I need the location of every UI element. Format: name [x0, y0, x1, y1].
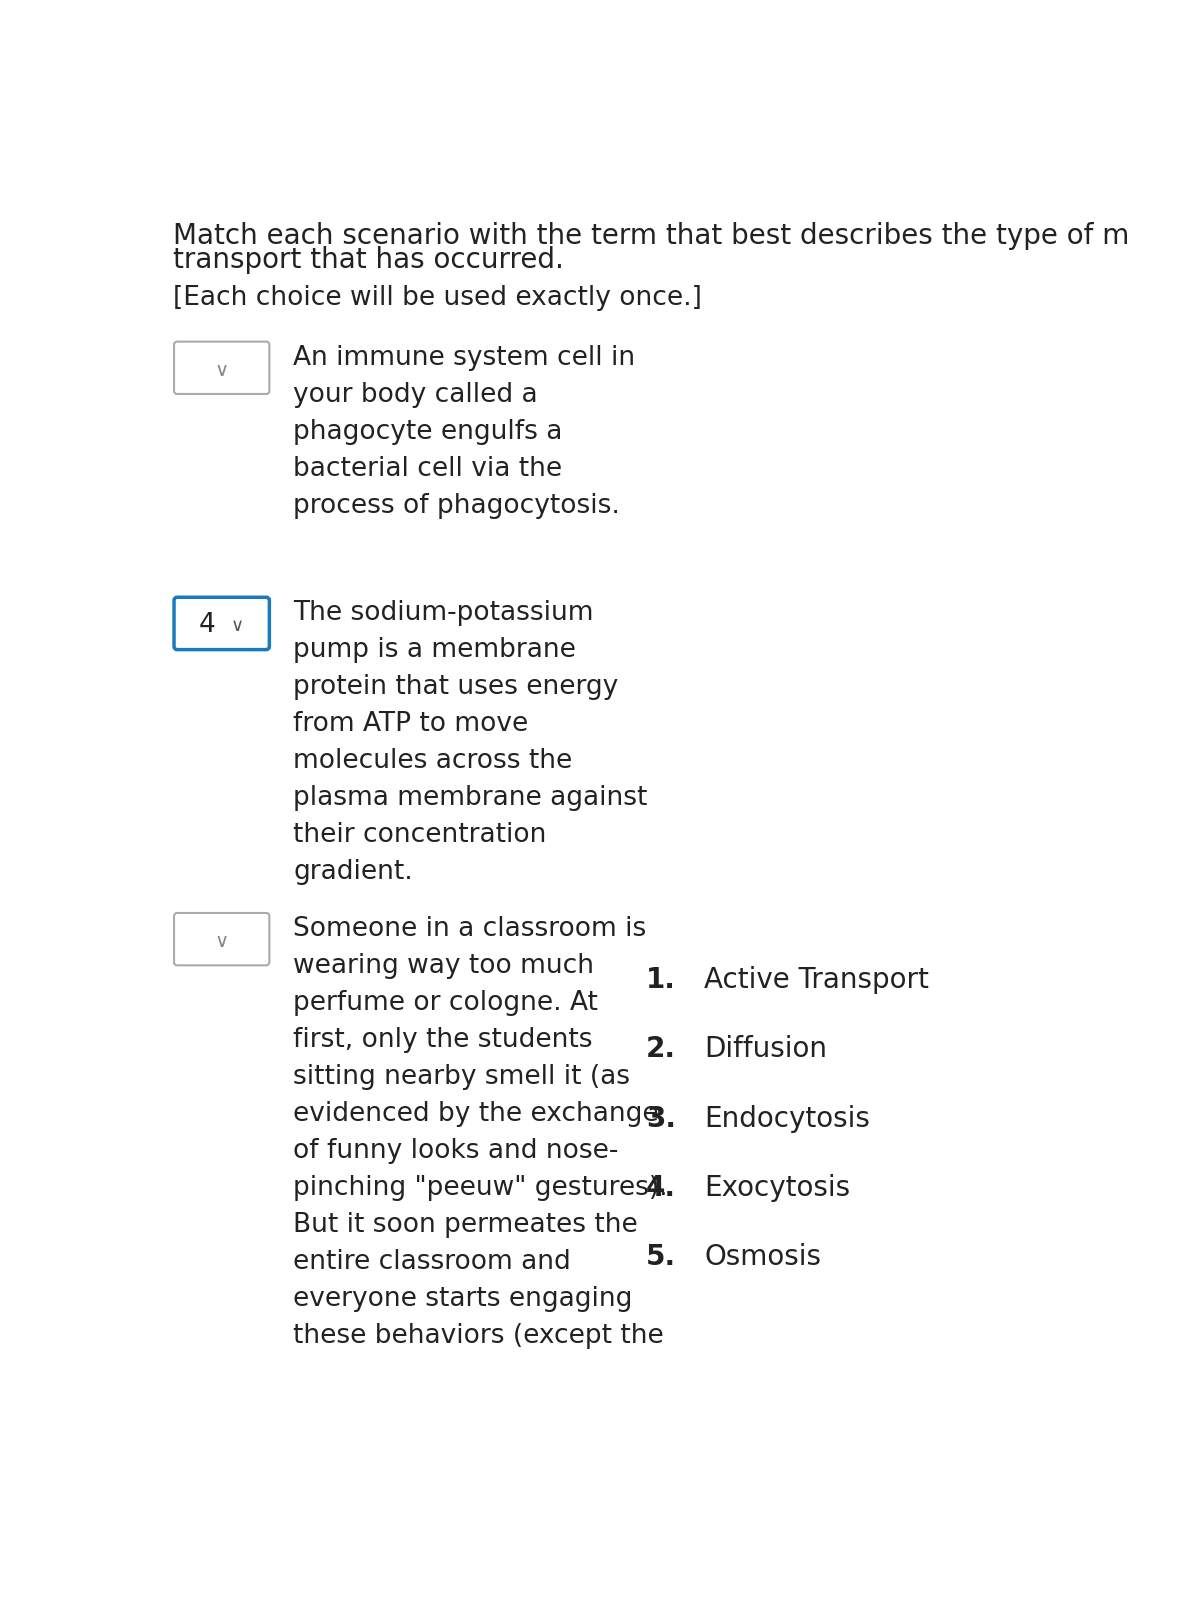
Text: Active Transport: Active Transport [704, 966, 929, 995]
Text: 4: 4 [199, 612, 216, 638]
Text: ∨: ∨ [215, 932, 229, 952]
Text: Endocytosis: Endocytosis [704, 1105, 870, 1133]
Text: 4.: 4. [646, 1174, 676, 1202]
Text: Osmosis: Osmosis [704, 1243, 821, 1272]
Text: 3.: 3. [646, 1105, 676, 1133]
Text: The sodium-potassium
pump is a membrane
protein that uses energy
from ATP to mov: The sodium-potassium pump is a membrane … [293, 601, 648, 886]
Text: 1.: 1. [646, 966, 676, 995]
Text: ∨: ∨ [215, 360, 229, 380]
Text: [Each choice will be used exactly once.]: [Each choice will be used exactly once.] [173, 285, 702, 311]
Text: Someone in a classroom is
wearing way too much
perfume or cologne. At
first, onl: Someone in a classroom is wearing way to… [293, 916, 668, 1349]
Text: Diffusion: Diffusion [704, 1035, 827, 1064]
Text: 2.: 2. [646, 1035, 676, 1064]
FancyBboxPatch shape [174, 598, 269, 650]
FancyBboxPatch shape [174, 341, 269, 394]
Text: ∨: ∨ [232, 617, 244, 634]
Text: transport that has occurred.: transport that has occurred. [173, 247, 564, 274]
Text: Match each scenario with the term that best describes the type of m: Match each scenario with the term that b… [173, 221, 1129, 250]
Text: An immune system cell in
your body called a
phagocyte engulfs a
bacterial cell v: An immune system cell in your body calle… [293, 344, 636, 519]
Text: Exocytosis: Exocytosis [704, 1174, 851, 1202]
Text: 5.: 5. [646, 1243, 676, 1272]
FancyBboxPatch shape [174, 913, 269, 966]
